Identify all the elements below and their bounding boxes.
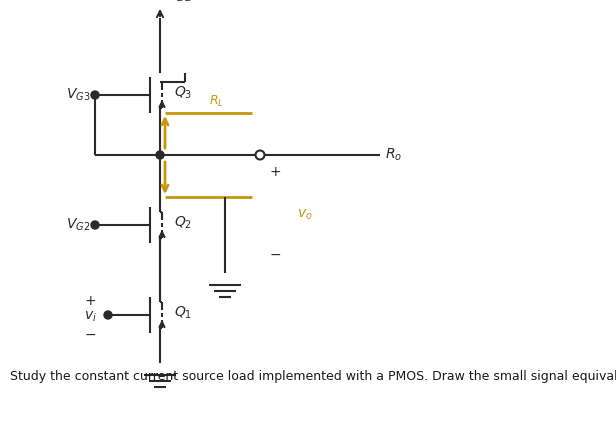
- Text: $Q_2$: $Q_2$: [174, 215, 192, 231]
- Text: −: −: [269, 248, 281, 262]
- Circle shape: [156, 151, 164, 159]
- Text: $Q_3$: $Q_3$: [174, 85, 192, 101]
- Text: $R_o$: $R_o$: [385, 147, 402, 163]
- Text: +: +: [269, 165, 281, 179]
- Text: $V_{DD}$: $V_{DD}$: [166, 0, 194, 4]
- Text: +: +: [84, 294, 96, 308]
- Text: $v_o$: $v_o$: [297, 208, 313, 222]
- Circle shape: [91, 91, 99, 99]
- Circle shape: [256, 151, 264, 159]
- Text: −: −: [84, 328, 96, 342]
- Text: $V_{G2}$: $V_{G2}$: [66, 217, 90, 233]
- Text: $Q_1$: $Q_1$: [174, 305, 192, 321]
- Circle shape: [104, 311, 112, 319]
- Text: $v_i$: $v_i$: [84, 310, 97, 324]
- Text: $V_{G3}$: $V_{G3}$: [66, 87, 90, 103]
- Text: $R_L$: $R_L$: [209, 94, 224, 109]
- Text: Study the constant current source load implemented with a PMOS. Draw the small s: Study the constant current source load i…: [10, 370, 616, 383]
- Circle shape: [91, 221, 99, 229]
